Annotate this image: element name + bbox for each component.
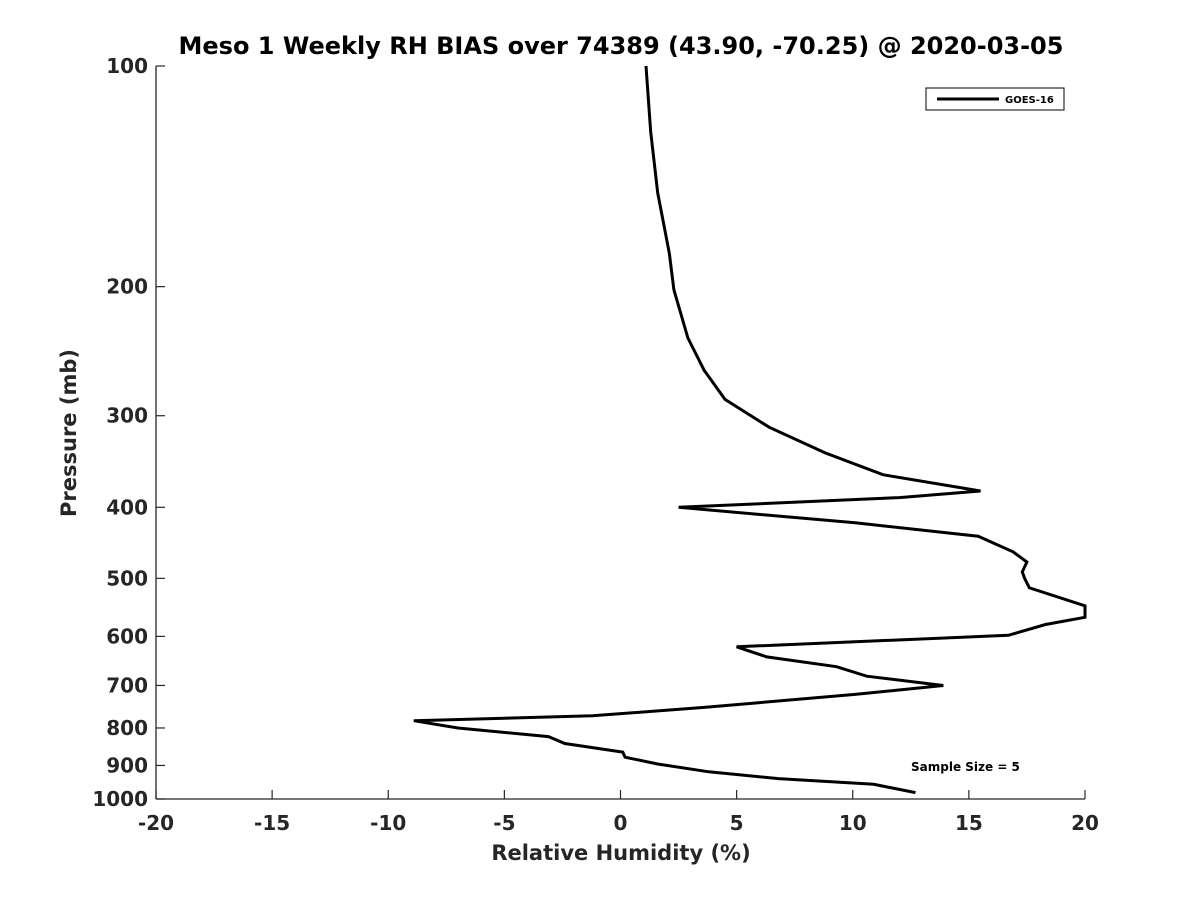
y-tick-label: 600 — [106, 624, 148, 648]
series-line-goes-16 — [413, 65, 1087, 795]
x-axis: -20 -15 -10 -5 0 5 10 15 20 — [138, 790, 1099, 835]
x-tick-label: -20 — [138, 811, 174, 835]
y-tick-label: 400 — [106, 495, 148, 519]
sample-size-annotation: Sample Size = 5 — [911, 760, 1020, 774]
x-tick-label: 10 — [839, 811, 867, 835]
y-tick-label: 1000 — [92, 787, 148, 811]
x-tick-label: -15 — [254, 811, 290, 835]
chart-title: Meso 1 Weekly RH BIAS over 74389 (43.90,… — [179, 32, 1064, 60]
y-tick-label: 900 — [106, 753, 148, 777]
x-tick-label: 5 — [730, 811, 744, 835]
y-axis: 100 200 300 400 500 600 700 800 900 1000 — [92, 54, 165, 811]
x-tick-label: 15 — [955, 811, 983, 835]
plot-area — [155, 66, 1085, 800]
y-tick-label: 500 — [106, 566, 148, 590]
x-tick-label: -10 — [370, 811, 406, 835]
y-tick-label: 800 — [106, 716, 148, 740]
y-tick-label: 700 — [106, 673, 148, 697]
x-tick-label: -5 — [493, 811, 515, 835]
x-tick-label: 20 — [1071, 811, 1099, 835]
y-tick-label: 300 — [106, 404, 148, 428]
y-tick-label: 100 — [106, 54, 148, 78]
x-axis-label: Relative Humidity (%) — [491, 841, 750, 865]
y-tick-label: 200 — [106, 275, 148, 299]
y-axis-label: Pressure (mb) — [57, 349, 81, 517]
x-tick-label: 0 — [614, 811, 628, 835]
legend-label: GOES-16 — [1005, 95, 1054, 106]
legend: GOES-16 — [925, 87, 1065, 111]
